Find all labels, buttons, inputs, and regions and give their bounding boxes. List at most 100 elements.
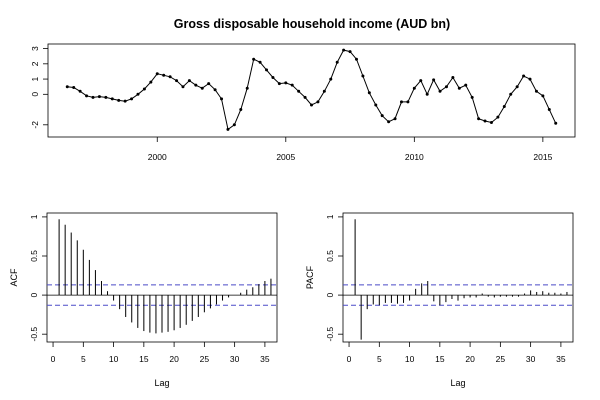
- x-tick-label: 35: [260, 354, 270, 364]
- data-point: [72, 85, 76, 89]
- y-tick-label: 1: [325, 214, 335, 219]
- data-point: [393, 117, 397, 121]
- x-tick-label: 5: [377, 354, 382, 364]
- y-tick-label: 0: [30, 92, 40, 97]
- y-tick-label: 1: [29, 214, 39, 219]
- data-point: [541, 94, 545, 98]
- data-point: [477, 117, 481, 121]
- data-point: [399, 100, 403, 104]
- y-tick-label: 0.5: [325, 250, 335, 262]
- data-point: [65, 85, 69, 89]
- data-point: [252, 57, 256, 61]
- x-tick-label: 15: [435, 354, 445, 364]
- x-tick-label: 10: [109, 354, 119, 364]
- y-tick-label: 3: [30, 46, 40, 51]
- x-tick-label: 30: [526, 354, 536, 364]
- pacf-plot: 0 5 10 15 20 25 30 35 -0.5 0 0.5 1 Lag PACF: [305, 212, 574, 388]
- data-point: [489, 121, 493, 125]
- data-point: [367, 91, 371, 95]
- data-point: [213, 88, 217, 92]
- x-tick-label: 20: [169, 354, 179, 364]
- series-line: [67, 49, 557, 131]
- data-point: [123, 99, 127, 103]
- data-point: [387, 120, 391, 124]
- x-tick-label: 2015: [533, 152, 552, 162]
- data-point: [380, 114, 384, 118]
- x-tick-label: 2005: [276, 152, 295, 162]
- y-tick-label: 1: [30, 76, 40, 81]
- data-point: [534, 89, 538, 93]
- data-point: [425, 92, 429, 96]
- plot-frame: [47, 43, 576, 138]
- data-point: [322, 89, 326, 93]
- data-point: [419, 79, 423, 83]
- chart-title: Gross disposable household income (AUD b…: [174, 17, 450, 31]
- data-point: [297, 89, 301, 93]
- data-point: [277, 82, 281, 86]
- data-point: [239, 108, 243, 112]
- x-axis-title: Lag: [450, 378, 465, 388]
- x-tick-label: 30: [230, 354, 240, 364]
- data-point: [207, 82, 211, 86]
- data-point: [438, 89, 442, 93]
- x-tick-label: 25: [496, 354, 506, 364]
- data-point: [483, 119, 487, 123]
- data-point: [451, 76, 455, 80]
- data-point: [361, 74, 365, 78]
- data-point: [194, 83, 198, 87]
- data-point: [284, 81, 288, 85]
- data-point: [149, 80, 153, 84]
- time-series-plot: Gross disposable household income (AUD b…: [30, 17, 576, 162]
- data-point: [335, 60, 339, 64]
- acf-plot: 0 5 10 15 20 25 30 35 -0.5 0 0.5 1 Lag ACF: [9, 212, 278, 388]
- data-point: [220, 97, 224, 101]
- data-point: [496, 115, 500, 119]
- data-point: [354, 57, 358, 61]
- y-tick-label: 0: [325, 292, 335, 297]
- data-point: [374, 103, 378, 107]
- data-point: [329, 77, 333, 81]
- data-point: [509, 92, 513, 96]
- data-point: [412, 86, 416, 90]
- data-point: [200, 86, 204, 90]
- plot-frame: [46, 212, 278, 343]
- data-point: [444, 85, 448, 89]
- x-tick-label: 0: [347, 354, 352, 364]
- data-point: [290, 83, 294, 87]
- data-point: [342, 48, 346, 52]
- data-point: [310, 103, 313, 107]
- data-point: [432, 78, 436, 82]
- data-point: [245, 86, 249, 90]
- data-point: [162, 73, 166, 77]
- x-tick-label: 5: [81, 354, 86, 364]
- data-point: [271, 76, 275, 80]
- data-point: [232, 123, 236, 127]
- data-point: [155, 72, 159, 76]
- data-point: [457, 86, 461, 90]
- data-point: [168, 75, 172, 79]
- x-axis-title: Lag: [154, 378, 169, 388]
- data-point: [91, 95, 95, 99]
- data-point: [522, 74, 526, 78]
- data-point: [85, 94, 89, 98]
- data-point: [136, 92, 140, 96]
- y-axis-title: ACF: [9, 268, 19, 287]
- data-point: [348, 50, 352, 54]
- x-tick-label: 20: [465, 354, 475, 364]
- data-point: [502, 105, 506, 109]
- y-tick-label: 2: [30, 61, 40, 66]
- data-point: [470, 95, 474, 99]
- plot-frame: [342, 212, 574, 343]
- x-tick-label: 15: [139, 354, 149, 364]
- x-tick-label: 0: [51, 354, 56, 364]
- data-point: [464, 83, 468, 87]
- data-point: [117, 98, 121, 102]
- x-tick-label: 2000: [148, 152, 167, 162]
- data-point: [406, 100, 410, 104]
- data-point: [316, 100, 320, 104]
- data-point: [515, 85, 519, 89]
- data-point: [110, 97, 114, 101]
- x-tick-label: 25: [200, 354, 210, 364]
- data-point: [142, 87, 146, 91]
